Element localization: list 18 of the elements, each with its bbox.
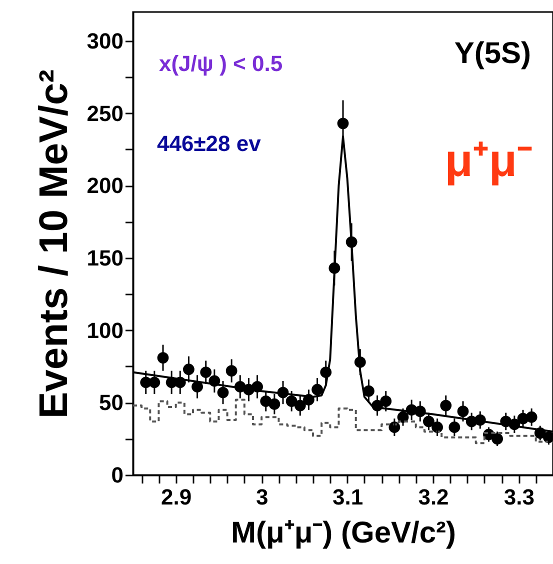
x-tick-label: 3.3 (504, 484, 535, 510)
y-tick-label: 50 (99, 390, 124, 416)
annotation: x(J/ψ ) < 0.5 (159, 51, 283, 76)
x-tick-label: 3.2 (418, 484, 449, 510)
annotation: 446±28 ev (157, 131, 262, 156)
y-tick-label: 300 (86, 28, 124, 54)
y-tick-label: 0 (111, 462, 124, 488)
y-tick-label: 200 (86, 173, 124, 198)
y-tick-label: 150 (86, 245, 124, 270)
annotation: Υ(5S) (454, 37, 531, 70)
annotation: μ⁺μ⁻ (444, 134, 533, 186)
y-tick-label: 250 (86, 100, 124, 126)
x-tick-label: 3 (256, 484, 268, 510)
x-axis-title: M(μ⁺μ⁻) (GeV/c²) (230, 516, 456, 550)
y-tick-label: 100 (86, 318, 124, 343)
x-tick-label: 3.1 (332, 484, 364, 510)
x-tick-label: 2.9 (161, 484, 192, 510)
y-axis-title: Events / 10 MeV/c² (32, 69, 76, 419)
